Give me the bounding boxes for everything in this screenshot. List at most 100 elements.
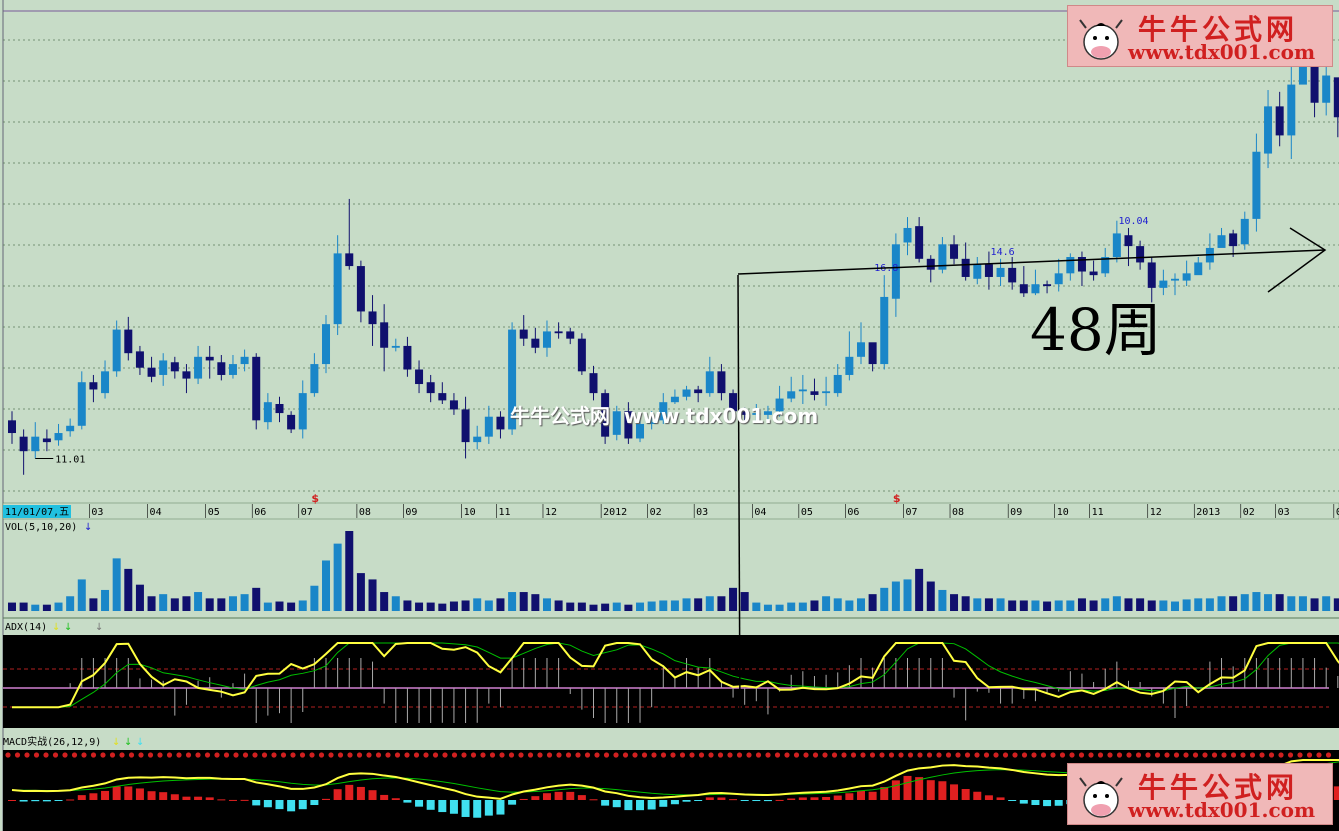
macd-dot: [1221, 752, 1227, 758]
macd-dot: [1268, 752, 1275, 758]
macd-dot: [356, 752, 363, 758]
macd-dot: [1202, 752, 1208, 758]
candle-body: [1171, 278, 1179, 281]
x-tick-label: 09: [1010, 507, 1022, 518]
macd-hist-bar: [368, 790, 377, 800]
candle-body: [612, 411, 621, 435]
macd-dot: [5, 752, 11, 758]
candle-body: [8, 420, 16, 434]
candle-body: [822, 391, 831, 394]
macd-dot: [1069, 752, 1075, 758]
candle-body: [926, 258, 935, 270]
volume-bar: [787, 602, 796, 611]
volume-bar: [1310, 598, 1319, 611]
macd-hist-bar: [554, 791, 563, 800]
volume-bar: [1322, 596, 1331, 611]
macd-dot: [1088, 752, 1094, 758]
volume-bar: [1182, 599, 1191, 611]
volume-bar: [1275, 594, 1284, 611]
volume-bar: [1043, 601, 1052, 611]
volume-bar: [19, 602, 28, 611]
macd-dot: [309, 752, 315, 758]
candle-body: [345, 253, 354, 267]
macd-hist-bar: [1008, 800, 1017, 801]
volume-bar: [1136, 598, 1145, 611]
volume-bar: [1264, 594, 1273, 611]
candle-body: [566, 331, 575, 339]
macd-hist-bar: [1019, 800, 1028, 804]
macd-dot: [831, 752, 838, 758]
macd-dot: [537, 752, 543, 758]
macd-dot: [556, 752, 562, 758]
candle-body: [682, 389, 691, 397]
volume-bar: [345, 531, 354, 611]
macd-dot: [461, 752, 467, 758]
macd-dot: [898, 752, 904, 758]
x-tick-label: 05: [208, 507, 220, 518]
macd-dot: [195, 752, 201, 758]
macd-title: MACD实战(26,12,9): [3, 735, 101, 748]
date-badge-bg: [3, 505, 71, 518]
macd-dot: [1059, 752, 1066, 758]
volume-bar: [601, 603, 610, 611]
candle-body: [880, 296, 889, 365]
candle-body: [1182, 273, 1191, 281]
macd-hist-bar: [473, 800, 482, 818]
volume-bar: [438, 603, 447, 611]
candle-body: [112, 329, 121, 372]
volume-bar: [880, 587, 889, 611]
adx-arrow-icon-3: ↓: [95, 622, 103, 633]
candle-body: [1194, 262, 1203, 276]
macd-dot: [1211, 752, 1218, 758]
macd-dot: [185, 752, 192, 758]
volume-bar: [577, 602, 586, 611]
x-tick-label: 06: [847, 507, 859, 518]
macd-dot: [52, 752, 59, 758]
macd-hist-bar: [589, 799, 598, 801]
volume-bar: [1147, 600, 1156, 611]
macd-dot: [860, 752, 866, 758]
candle-body: [1310, 51, 1319, 103]
annotation-horizontal-line: [737, 249, 1326, 275]
logo-bottom-url: www.tdx001.com: [1128, 798, 1316, 822]
macd-hist-bar: [542, 793, 551, 800]
macd-hist-bar: [845, 793, 854, 800]
x-tick-label: 2013: [1196, 507, 1220, 518]
volume-bar: [763, 604, 772, 611]
macd-dot: [1164, 752, 1170, 758]
macd-dot: [1031, 752, 1037, 758]
candle-body: [1008, 267, 1017, 283]
macd-hist-bar: [240, 799, 249, 801]
macd-dot: [622, 752, 629, 758]
volume-bar: [682, 598, 691, 611]
volume-bar: [135, 584, 144, 611]
candle-body: [1112, 233, 1121, 257]
macd-hist-bar: [228, 799, 237, 801]
candle-body: [1264, 106, 1273, 154]
volume-bar: [1159, 600, 1168, 611]
x-tick-label: 04: [1336, 507, 1339, 518]
candle-body: [729, 393, 738, 412]
macd-hist-bar: [822, 797, 831, 800]
macd-dot: [157, 752, 163, 758]
volume-bar: [961, 596, 970, 611]
volume-bar: [205, 598, 214, 611]
macd-dot: [71, 752, 78, 758]
candle-body: [19, 436, 28, 452]
macd-dot: [1154, 752, 1161, 758]
candle-body: [170, 362, 179, 372]
candle-body: [1054, 273, 1063, 285]
macd-dot: [698, 752, 705, 758]
macd-dot: [470, 752, 477, 758]
volume-bar: [31, 604, 40, 611]
macd-hist-bar: [415, 800, 424, 807]
macd-hist-bar: [42, 800, 51, 802]
candle-body: [473, 436, 482, 443]
macd-dot: [1116, 752, 1123, 758]
macd-dot: [90, 752, 97, 758]
volume-bar: [1019, 600, 1028, 611]
macd-dot: [1040, 752, 1047, 758]
volume-bar: [624, 604, 633, 611]
macd-dot: [442, 752, 448, 758]
candle-body: [101, 371, 110, 394]
